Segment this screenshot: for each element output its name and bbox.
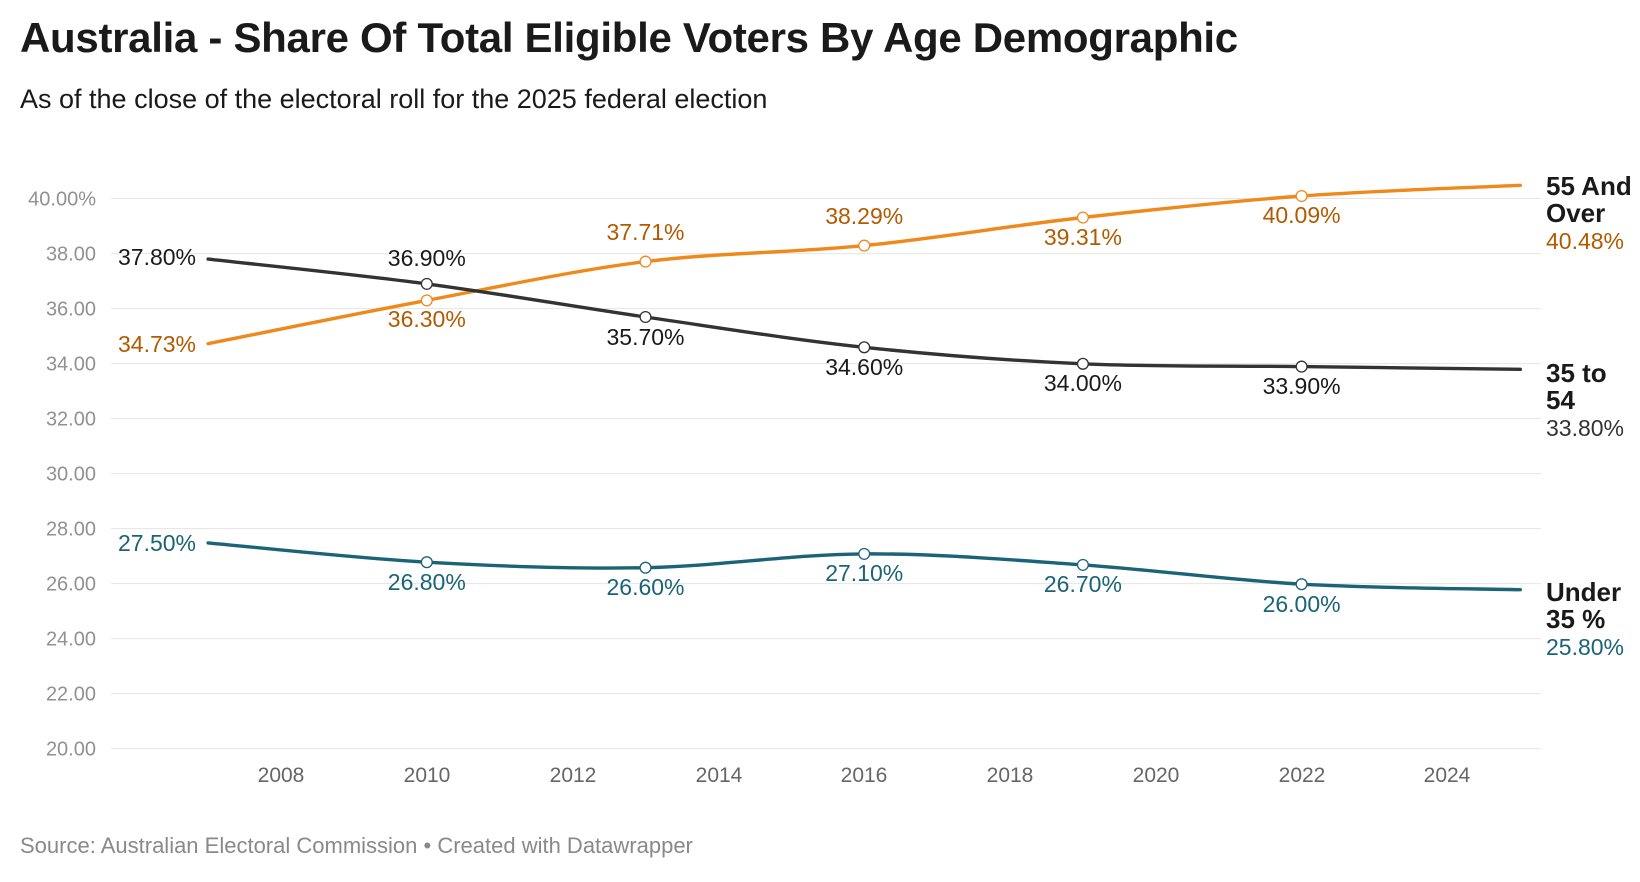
svg-text:26.60%: 26.60%: [606, 574, 684, 600]
svg-text:37.71%: 37.71%: [606, 219, 684, 245]
svg-text:2010: 2010: [404, 764, 451, 787]
svg-text:33.80%: 33.80%: [1546, 415, 1624, 441]
svg-text:2018: 2018: [987, 764, 1034, 787]
svg-text:24.00: 24.00: [46, 629, 96, 651]
svg-text:34.00: 34.00: [46, 354, 96, 376]
svg-text:26.00%: 26.00%: [1263, 591, 1341, 617]
svg-text:38.29%: 38.29%: [825, 203, 903, 229]
svg-text:34.00%: 34.00%: [1044, 370, 1122, 396]
svg-text:36.90%: 36.90%: [388, 245, 466, 271]
svg-text:39.31%: 39.31%: [1044, 224, 1122, 250]
svg-text:35 to: 35 to: [1546, 358, 1607, 388]
svg-text:Under: Under: [1546, 577, 1621, 607]
svg-text:37.80%: 37.80%: [118, 244, 196, 270]
svg-text:Over: Over: [1546, 198, 1605, 228]
svg-text:38.00: 38.00: [46, 244, 96, 266]
svg-text:55 And: 55 And: [1546, 171, 1632, 201]
svg-text:40.48%: 40.48%: [1546, 228, 1624, 254]
svg-text:26.00: 26.00: [46, 574, 96, 596]
svg-text:2014: 2014: [696, 764, 743, 787]
svg-text:30.00: 30.00: [46, 464, 96, 486]
svg-text:2016: 2016: [841, 764, 888, 787]
svg-text:2020: 2020: [1133, 764, 1180, 787]
svg-text:28.00: 28.00: [46, 519, 96, 541]
svg-text:35.70%: 35.70%: [606, 324, 684, 350]
svg-text:40.09%: 40.09%: [1263, 202, 1341, 228]
svg-text:25.80%: 25.80%: [1546, 634, 1624, 660]
svg-text:32.00: 32.00: [46, 409, 96, 431]
svg-text:27.50%: 27.50%: [118, 530, 196, 556]
svg-text:34.73%: 34.73%: [118, 331, 196, 357]
svg-text:54: 54: [1546, 385, 1575, 415]
svg-text:20.00: 20.00: [46, 739, 96, 761]
svg-text:2012: 2012: [550, 764, 597, 787]
svg-text:2008: 2008: [258, 764, 305, 787]
svg-text:2022: 2022: [1279, 764, 1326, 787]
svg-text:33.90%: 33.90%: [1263, 373, 1341, 399]
svg-text:26.70%: 26.70%: [1044, 571, 1122, 597]
svg-text:40.00%: 40.00%: [28, 189, 96, 211]
svg-text:22.00: 22.00: [46, 684, 96, 706]
svg-text:36.00: 36.00: [46, 299, 96, 321]
svg-text:26.80%: 26.80%: [388, 569, 466, 595]
svg-text:36.30%: 36.30%: [388, 306, 466, 332]
svg-text:34.60%: 34.60%: [825, 354, 903, 380]
svg-text:27.10%: 27.10%: [825, 560, 903, 586]
svg-text:35 %: 35 %: [1546, 604, 1605, 634]
svg-text:2024: 2024: [1424, 764, 1471, 787]
